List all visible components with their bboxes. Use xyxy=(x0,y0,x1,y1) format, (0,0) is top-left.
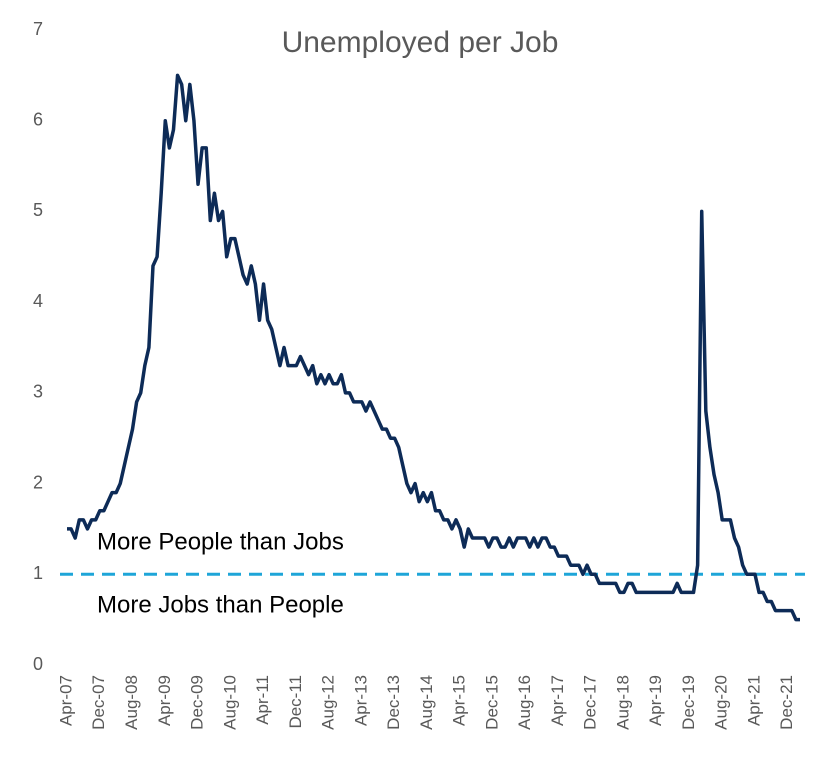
x-tick-label: Dec-11 xyxy=(286,675,305,729)
x-tick-label: Apr-21 xyxy=(744,675,763,726)
y-tick-label: 3 xyxy=(33,382,43,402)
x-tick-label: Apr-11 xyxy=(253,675,272,725)
x-tick-label: Apr-19 xyxy=(646,675,665,726)
annotation: More Jobs than People xyxy=(97,591,344,618)
x-tick-label: Apr-15 xyxy=(450,675,469,726)
x-tick-label: Aug-20 xyxy=(712,675,731,730)
x-tick-label: Apr-13 xyxy=(351,675,370,726)
x-tick-label: Aug-18 xyxy=(613,675,632,730)
y-tick-label: 7 xyxy=(33,19,43,39)
y-tick-label: 1 xyxy=(33,563,43,583)
line-series xyxy=(67,73,800,622)
x-tick-label: Aug-14 xyxy=(417,675,436,730)
x-tick-label: Apr-17 xyxy=(548,675,567,726)
annotation: More People than Jobs xyxy=(97,528,344,555)
x-tick-label: Dec-19 xyxy=(679,675,698,730)
x-tick-label: Dec-09 xyxy=(188,675,207,730)
x-tick-label: Dec-17 xyxy=(581,675,600,730)
x-tick-label: Aug-08 xyxy=(122,675,141,730)
y-tick-label: 4 xyxy=(33,291,43,311)
x-tick-label: Aug-12 xyxy=(319,675,338,730)
x-tick-label: Dec-07 xyxy=(89,675,108,730)
x-tick-label: Apr-09 xyxy=(155,675,174,726)
x-tick-label: Aug-16 xyxy=(515,675,534,730)
x-tick-label: Dec-15 xyxy=(482,675,501,730)
chart-title: Unemployed per Job xyxy=(282,26,559,59)
x-tick-label: Apr-07 xyxy=(56,675,75,726)
y-tick-label: 0 xyxy=(33,654,43,674)
x-tick-label: Dec-21 xyxy=(777,675,796,730)
y-tick-label: 5 xyxy=(33,200,43,220)
x-tick-label: Aug-10 xyxy=(220,675,239,730)
y-tick-label: 6 xyxy=(33,109,43,129)
x-tick-label: Dec-13 xyxy=(384,675,403,730)
y-tick-label: 2 xyxy=(33,472,43,492)
